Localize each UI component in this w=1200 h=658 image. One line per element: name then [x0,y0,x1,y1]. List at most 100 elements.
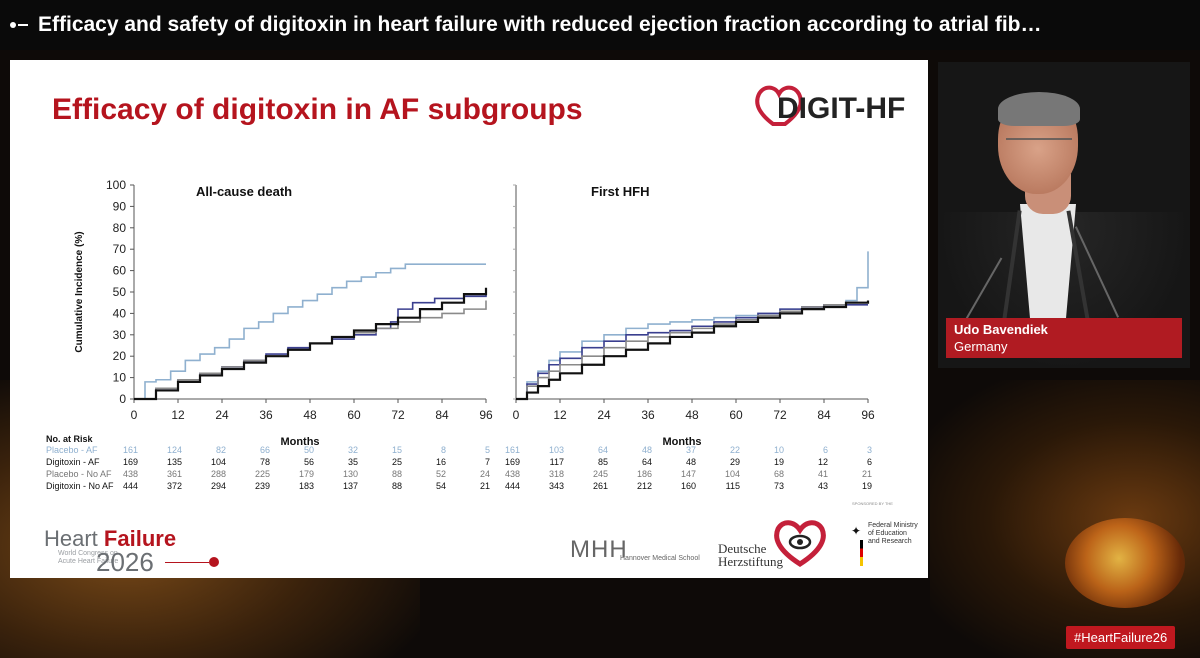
speaker-country: Germany [954,339,1008,354]
x-axis-title: Months [662,436,701,448]
y-tick-label: 10 [113,371,127,385]
risk-cell: 52 [436,469,446,479]
risk-cell: 48 [642,445,652,455]
risk-cell: 117 [550,457,564,467]
y-tick-label: 20 [113,349,127,363]
title-dash-icon [18,24,28,26]
risk-cell: 161 [505,445,520,455]
y-tick-label: 80 [113,221,127,235]
risk-cell: 239 [255,481,270,491]
risk-cell: 212 [637,481,652,491]
x-tick-label: 24 [597,408,611,422]
risk-cell: 104 [725,469,740,479]
heart-failure-2026-logo: Heart Failure World Congress on Acute Hea… [44,526,234,577]
x-tick-label: 84 [435,408,449,422]
y-axis-title: Cumulative Incidence (%) [74,231,85,352]
risk-cell: 35 [348,457,358,467]
title-bullet-icon [10,22,16,28]
risk-cell: 130 [343,469,358,479]
hf-logo-subtitle: World Congress on Acute Heart Failure [58,550,119,565]
y-tick-label: 40 [113,306,127,320]
risk-cell: 88 [392,481,402,491]
risk-cell: 21 [862,469,872,479]
y-tick-label: 100 [106,178,126,192]
risk-cell: 56 [304,457,314,467]
risk-row-label: Digitoxin - AF [46,457,100,467]
x-tick-label: 84 [817,408,831,422]
risk-cell: 29 [730,457,740,467]
x-tick-label: 12 [171,408,185,422]
risk-cell: 48 [686,457,696,467]
speaker-hair [998,92,1080,126]
risk-cell: 261 [593,481,608,491]
mhh-logo: MHH [570,536,628,563]
presentation-slide: Efficacy of digitoxin in AF subgroups DI… [10,60,928,578]
x-tick-label: 0 [513,408,520,422]
risk-cell: 64 [598,445,608,455]
risk-cell: 318 [549,469,564,479]
risk-cell: 3 [867,445,872,455]
x-tick-label: 48 [303,408,317,422]
risk-cell: 19 [774,457,784,467]
x-tick-label: 48 [685,408,699,422]
risk-cell: 21 [480,481,490,491]
risk-cell: 85 [598,457,608,467]
risk-cell: 169 [123,457,138,467]
risk-cell: 6 [867,457,872,467]
speaker-name: Udo Bavendiek [954,322,1048,337]
risk-cell: 444 [505,481,520,491]
slide-title: Efficacy of digitoxin in AF subgroups [52,93,583,126]
y-tick-label: 0 [119,392,126,406]
video-title: Efficacy and safety of digitoxin in hear… [38,13,1042,36]
german-flag-icon [860,540,863,566]
risk-cell: 169 [505,457,520,467]
risk-cell: 82 [216,445,226,455]
risk-cell: 68 [774,469,784,479]
risk-table-header: No. at Risk [46,434,94,444]
speaker-glasses [1006,138,1072,152]
series-line [134,287,488,401]
x-tick-label: 72 [773,408,787,422]
risk-cell: 73 [774,481,784,491]
series-line [516,251,869,400]
risk-cell: 147 [681,469,696,479]
risk-cell: 22 [730,445,740,455]
hf-logo-dot [209,557,219,567]
risk-cell: 183 [299,481,314,491]
risk-cell: 37 [686,445,696,455]
sponsor-label: SPONSORED BY THE [852,501,893,506]
risk-cell: 161 [123,445,138,455]
herzstiftung-logo: Deutsche Herzstiftung [718,541,783,569]
hf-logo-title: Heart Failure [44,526,177,551]
series-line [516,300,869,400]
risk-row-label: Placebo - AF [46,445,98,455]
risk-cell: 25 [392,457,402,467]
panel-title: All-cause death [196,184,292,199]
risk-cell: 66 [260,445,270,455]
x-tick-label: 24 [215,408,229,422]
x-tick-label: 0 [131,408,138,422]
risk-cell: 124 [167,445,182,455]
risk-cell: 438 [505,469,520,479]
risk-cell: 135 [167,457,182,467]
risk-cell: 12 [818,457,828,467]
y-tick-label: 60 [113,264,127,278]
x-tick-label: 60 [729,408,743,422]
logo-text: DIGIT-HF [777,92,905,125]
y-tick-label: 90 [113,199,127,213]
risk-cell: 343 [549,481,564,491]
risk-cell: 115 [726,481,740,491]
series-line [516,300,870,401]
risk-cell: 186 [637,469,652,479]
risk-cell: 5 [485,445,490,455]
risk-cell: 179 [299,469,314,479]
eagle-icon: ✦ [851,524,862,538]
digit-hf-logo: DIGIT-HF [755,85,905,126]
risk-cell: 88 [392,469,402,479]
x-tick-label: 60 [347,408,361,422]
speaker-shirt [1020,204,1076,324]
risk-cell: 16 [436,457,446,467]
risk-row-label: Digitoxin - No AF [46,481,114,491]
risk-cell: 50 [304,445,314,455]
bmbf-logo: ✦ Federal Ministry of Education and Rese… [846,522,926,568]
